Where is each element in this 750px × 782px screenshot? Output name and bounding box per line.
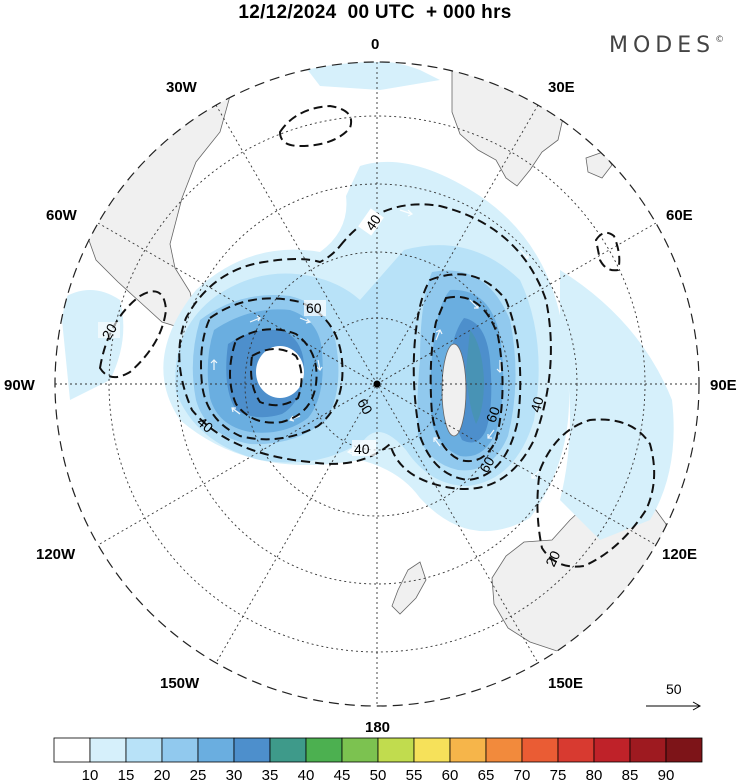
contour-label: 40 [354, 441, 370, 457]
colorbar-swatch [125, 737, 163, 763]
colorbar-tick-label: 25 [190, 767, 207, 782]
colorbar-tick-label: 75 [550, 767, 567, 782]
lon-label-120w: 120W [36, 546, 76, 563]
lon-label-60w: 60W [46, 207, 78, 224]
contour-label: 60 [483, 404, 503, 424]
colorbar-tick-label: 65 [478, 767, 495, 782]
wind-vectors [210, 209, 541, 479]
brand-logo: MODES© [609, 33, 724, 58]
contour-60-left [200, 297, 344, 441]
lon-label-150e: 150E [548, 675, 583, 692]
brand-name: MODES [609, 33, 716, 58]
contour-label: 60 [476, 454, 498, 476]
contour-label: 60 [354, 396, 376, 418]
lon-label-180: 180 [365, 719, 390, 736]
lon-label-30w: 30W [166, 79, 198, 96]
reference-vector-label: 50 [666, 681, 682, 697]
contour-20-australia [536, 418, 656, 568]
lon-label-150w: 150W [160, 675, 200, 692]
colorbar-tick-label: 20 [154, 767, 171, 782]
colorbar: 10 15 20 25 30 35 40 45 50 55 60 65 70 75 80 85 90 [53, 737, 703, 782]
new-zealand-landmass [391, 561, 427, 615]
map-title: 12/12/2024 00 UTC + 000 hrs [238, 2, 512, 23]
colorbar-tick-label: 45 [334, 767, 351, 782]
colorbar-swatch [89, 737, 127, 763]
colorbar-swatch [521, 737, 559, 763]
colorbar-tick-label: 50 [370, 767, 387, 782]
colorbar-swatch [233, 737, 271, 763]
colorbar-tick-label: 55 [406, 767, 423, 782]
contour-60-right [412, 273, 522, 482]
contour-small-nw [278, 104, 352, 148]
colorbar-swatch [377, 737, 415, 763]
colorbar-swatch [305, 737, 343, 763]
contour-label: 20 [542, 548, 563, 569]
colorbar-tick-label: 80 [586, 767, 603, 782]
contour-label: 40 [527, 395, 547, 414]
map-layers [55, 62, 699, 706]
colorbar-swatch [557, 737, 595, 763]
colorbar-swatch [593, 737, 631, 763]
contour-40-outer [178, 203, 552, 490]
isotach-contours [98, 104, 656, 568]
contour-inner-left [250, 348, 303, 407]
colorbar-swatch [485, 737, 523, 763]
colorbar-swatch [197, 737, 235, 763]
contour-label: 20 [98, 321, 120, 343]
colorbar-swatch [665, 737, 703, 763]
colorbar-swatch [269, 737, 307, 763]
colorbar-tick-label: 40 [298, 767, 315, 782]
contour-label: 60 [306, 300, 322, 316]
contour-80-right [429, 295, 504, 462]
contour-small-ne [594, 231, 621, 272]
lon-label-0: 0 [371, 36, 379, 53]
madagascar-landmass [585, 151, 613, 179]
colorbar-tick-label: 10 [82, 767, 99, 782]
colorbar-swatch [629, 737, 667, 763]
reference-vector: 50 [646, 681, 702, 711]
colorbar-tick-label: 70 [514, 767, 531, 782]
colorbar-tick-label: 85 [622, 767, 639, 782]
map-boundary [54, 61, 700, 707]
colorbar-tick-label: 15 [118, 767, 135, 782]
lon-label-120e: 120E [662, 546, 697, 563]
colorbar-tick-label: 60 [442, 767, 459, 782]
colorbar-tick-label: 35 [262, 767, 279, 782]
colorbar-swatch [413, 737, 451, 763]
colorbar-tick-label: 30 [226, 767, 243, 782]
lon-label-90e: 90E [710, 377, 737, 394]
colorbar-swatch [341, 737, 379, 763]
south-pole-marker [373, 380, 381, 388]
lon-label-30e: 30E [548, 79, 575, 96]
lon-label-60e: 60E [666, 207, 693, 224]
longitude-labels: 0 30E 60E 90E 120E 150E 180 150W 120W 90… [4, 36, 737, 736]
contour-80-left [229, 328, 318, 424]
colorbar-swatch [53, 737, 91, 763]
lon-label-90w: 90W [4, 377, 36, 394]
colorbar-swatch [449, 737, 487, 763]
colorbar-tick-label: 90 [658, 767, 675, 782]
colorbar-swatch [161, 737, 199, 763]
brand-mark: © [715, 35, 725, 45]
